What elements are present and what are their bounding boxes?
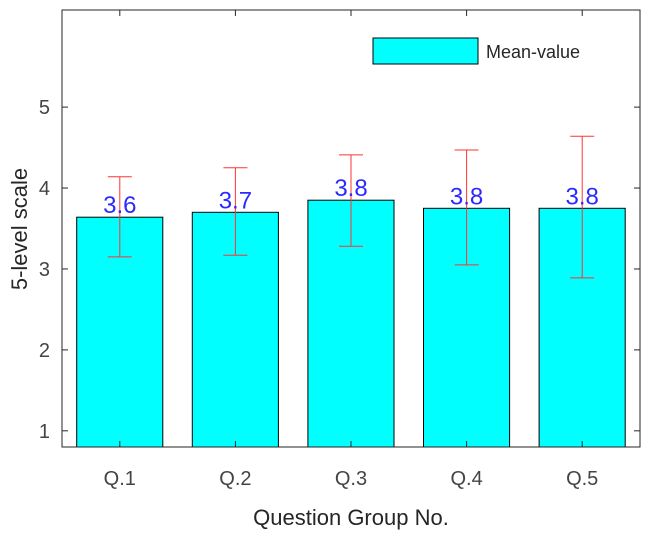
x-tick-label: Q.4 <box>450 468 482 490</box>
x-axis: Q.1 Q.2 Q.3 Q.4 Q.5 <box>104 10 598 490</box>
y-tick-label: 4 <box>39 178 50 200</box>
x-tick-label: Q.3 <box>335 468 367 490</box>
error-bar-q4 <box>454 149 479 266</box>
y-tick-label: 5 <box>39 97 50 119</box>
data-label-q3: 3.8 <box>334 175 367 202</box>
y-tick-label: 1 <box>39 421 50 443</box>
x-axis-title: Question Group No. <box>253 505 449 530</box>
data-label-q1: 3.6 <box>103 192 136 219</box>
x-tick-label: Q.5 <box>566 468 598 490</box>
error-bar-q1 <box>107 176 132 258</box>
error-bar-q2 <box>223 167 248 256</box>
error-bar-q5 <box>570 135 595 279</box>
data-label-q2: 3.7 <box>219 187 252 214</box>
legend: Mean-value <box>372 37 580 65</box>
error-bars-layer <box>107 135 595 279</box>
legend-box <box>372 37 479 65</box>
legend-label: Mean-value <box>486 42 580 62</box>
error-bar-q3 <box>339 154 363 247</box>
y-tick-label: 3 <box>39 259 50 281</box>
data-labels-layer: 3.6 3.7 3.8 3.8 3.8 <box>103 175 599 219</box>
x-tick-label: Q.1 <box>104 468 136 490</box>
y-axis-title: 5-level scale <box>7 168 32 290</box>
data-label-q4: 3.8 <box>450 183 483 210</box>
y-axis: 1 2 3 4 5 <box>39 97 640 443</box>
x-tick-label: Q.2 <box>219 468 251 490</box>
data-label-q5: 3.8 <box>566 183 599 210</box>
y-tick-label: 2 <box>39 340 50 362</box>
